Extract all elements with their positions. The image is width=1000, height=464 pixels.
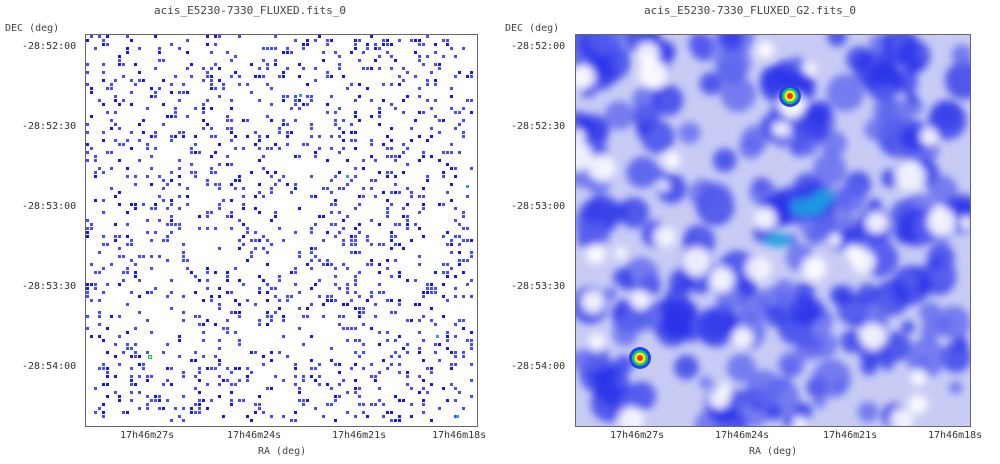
right-ra-tick: 17h46m27s bbox=[610, 430, 665, 441]
left-ra-tick: 17h46m21s bbox=[332, 430, 387, 441]
right-ra-tick: 17h46m18s bbox=[928, 430, 983, 441]
right-dec-tick: -28:52:00 bbox=[511, 41, 566, 52]
right-dec-tick: -28:52:30 bbox=[511, 121, 566, 132]
right-smoothed-map bbox=[576, 35, 970, 426]
left-dec-tick: -28:53:30 bbox=[22, 281, 77, 292]
right-image-canvas[interactable] bbox=[575, 34, 971, 427]
right-ra-tick: 17h46m21s bbox=[823, 430, 878, 441]
right-dec-tick: -28:53:30 bbox=[511, 281, 566, 292]
left-ra-tick: 17h46m24s bbox=[227, 430, 282, 441]
left-dec-tick: -28:54:00 bbox=[22, 361, 77, 372]
left-image-title: acis_E5230-7330_FLUXED.fits_0 bbox=[153, 4, 347, 17]
left-image-canvas[interactable] bbox=[85, 34, 478, 427]
left-panel: acis_E5230-7330_FLUXED.fits_0 DEC (deg) … bbox=[5, 4, 487, 457]
right-dec-tick: -28:53:00 bbox=[511, 201, 566, 212]
right-ra-tick: 17h46m24s bbox=[715, 430, 770, 441]
left-dec-axis-label: DEC (deg) bbox=[5, 23, 60, 34]
right-panel: acis_E5230-7330_FLUXED_G2.fits_0 DEC (de… bbox=[500, 0, 1000, 464]
right-dec-axis-label: DEC (deg) bbox=[505, 23, 560, 34]
left-dec-tick: -28:52:00 bbox=[22, 41, 77, 52]
left-event-map bbox=[86, 35, 473, 422]
right-image-title: acis_E5230-7330_FLUXED_G2.fits_0 bbox=[644, 4, 856, 17]
left-ra-axis-label: RA (deg) bbox=[258, 446, 307, 457]
left-dec-tick: -28:52:30 bbox=[22, 121, 77, 132]
left-ra-tick: 17h46m18s bbox=[432, 430, 487, 441]
left-ra-tick: 17h46m27s bbox=[120, 430, 175, 441]
left-dec-tick: -28:53:00 bbox=[22, 201, 77, 212]
right-ra-axis-label: RA (deg) bbox=[749, 446, 798, 457]
right-dec-tick: -28:54:00 bbox=[511, 361, 566, 372]
